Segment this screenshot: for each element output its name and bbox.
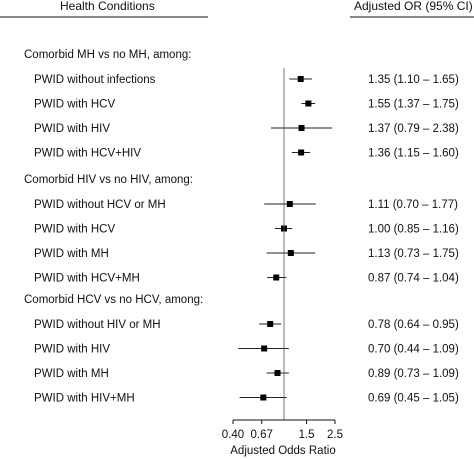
row-estimate-2-4: 0.87 (0.74 – 1.04) — [368, 273, 459, 285]
point-estimate-3-3 — [274, 370, 281, 376]
group-title-1: Comorbid MH vs no MH, among: — [24, 49, 191, 61]
row-label-1-1: PWID without infections — [34, 74, 156, 86]
row-label-3-4: PWID with HIV+MH — [34, 393, 135, 405]
header-right: Adjusted OR (95% CI) — [354, 0, 473, 13]
group-title-2: Comorbid HIV vs no HIV, among: — [24, 174, 193, 186]
row-label-3-3: PWID with MH — [34, 368, 109, 380]
forest-rows: Comorbid MH vs no MH, among: PWID without… — [24, 49, 459, 420]
x-axis-title: Adjusted Odds Ratio — [230, 445, 335, 457]
point-estimate-1-4 — [298, 149, 305, 156]
row-estimate-2-2: 1.00 (0.85 – 1.16) — [368, 224, 459, 236]
point-estimate-2-3 — [287, 250, 294, 256]
x-tick-label-1: 0.40 — [222, 429, 244, 441]
x-tick-label-2: 0.67 — [251, 429, 273, 441]
row-label-1-4: PWID with HCV+HIV — [34, 148, 141, 160]
point-estimate-2-1 — [286, 201, 293, 207]
row-estimate-3-3: 0.89 (0.73 – 1.09) — [368, 368, 459, 380]
point-estimate-1-1 — [297, 76, 304, 82]
point-estimate-2-4 — [273, 274, 280, 281]
row-estimate-1-3: 1.37 (0.79 – 2.38) — [368, 123, 459, 135]
x-tick-label-3: 1.5 — [299, 429, 315, 441]
row-estimate-3-1: 0.78 (0.64 – 0.95) — [368, 319, 459, 331]
header-left: Health Conditions — [60, 0, 155, 13]
row-estimate-3-4: 0.69 (0.45 – 1.05) — [368, 393, 459, 405]
row-label-2-1: PWID without HCV or MH — [34, 199, 166, 211]
row-label-3-1: PWID without HIV or MH — [34, 319, 161, 331]
row-estimate-2-3: 1.13 (0.73 – 1.75) — [368, 248, 459, 260]
x-tick-label-4: 2.5 — [327, 429, 343, 441]
point-estimate-3-1 — [267, 321, 274, 327]
row-estimate-3-2: 0.70 (0.44 – 1.09) — [368, 344, 459, 356]
point-estimate-1-2 — [305, 100, 312, 107]
point-estimate-3-4 — [260, 394, 267, 401]
row-label-2-4: PWID with HCV+MH — [34, 273, 140, 285]
row-estimate-1-4: 1.36 (1.15 – 1.60) — [368, 148, 459, 160]
row-label-1-2: PWID with HCV — [34, 99, 115, 111]
row-estimate-2-1: 1.11 (0.70 – 1.77) — [368, 199, 458, 211]
row-label-1-3: PWID with HIV — [34, 123, 110, 135]
row-label-2-3: PWID with MH — [34, 248, 109, 260]
point-estimate-1-3 — [298, 125, 305, 131]
group-title-3: Comorbid HCV vs no HCV, among: — [24, 294, 203, 306]
point-estimate-3-2 — [261, 345, 268, 352]
row-label-3-2: PWID with HIV — [34, 344, 110, 356]
row-label-2-2: PWID with HCV — [34, 224, 115, 236]
row-estimate-1-1: 1.35 (1.10 – 1.65) — [368, 74, 459, 86]
x-axis: 0.40 0.67 1.5 2.5 Adjusted Odds Ratio — [222, 419, 343, 457]
row-estimate-1-2: 1.55 (1.37 – 1.75) — [368, 99, 459, 111]
